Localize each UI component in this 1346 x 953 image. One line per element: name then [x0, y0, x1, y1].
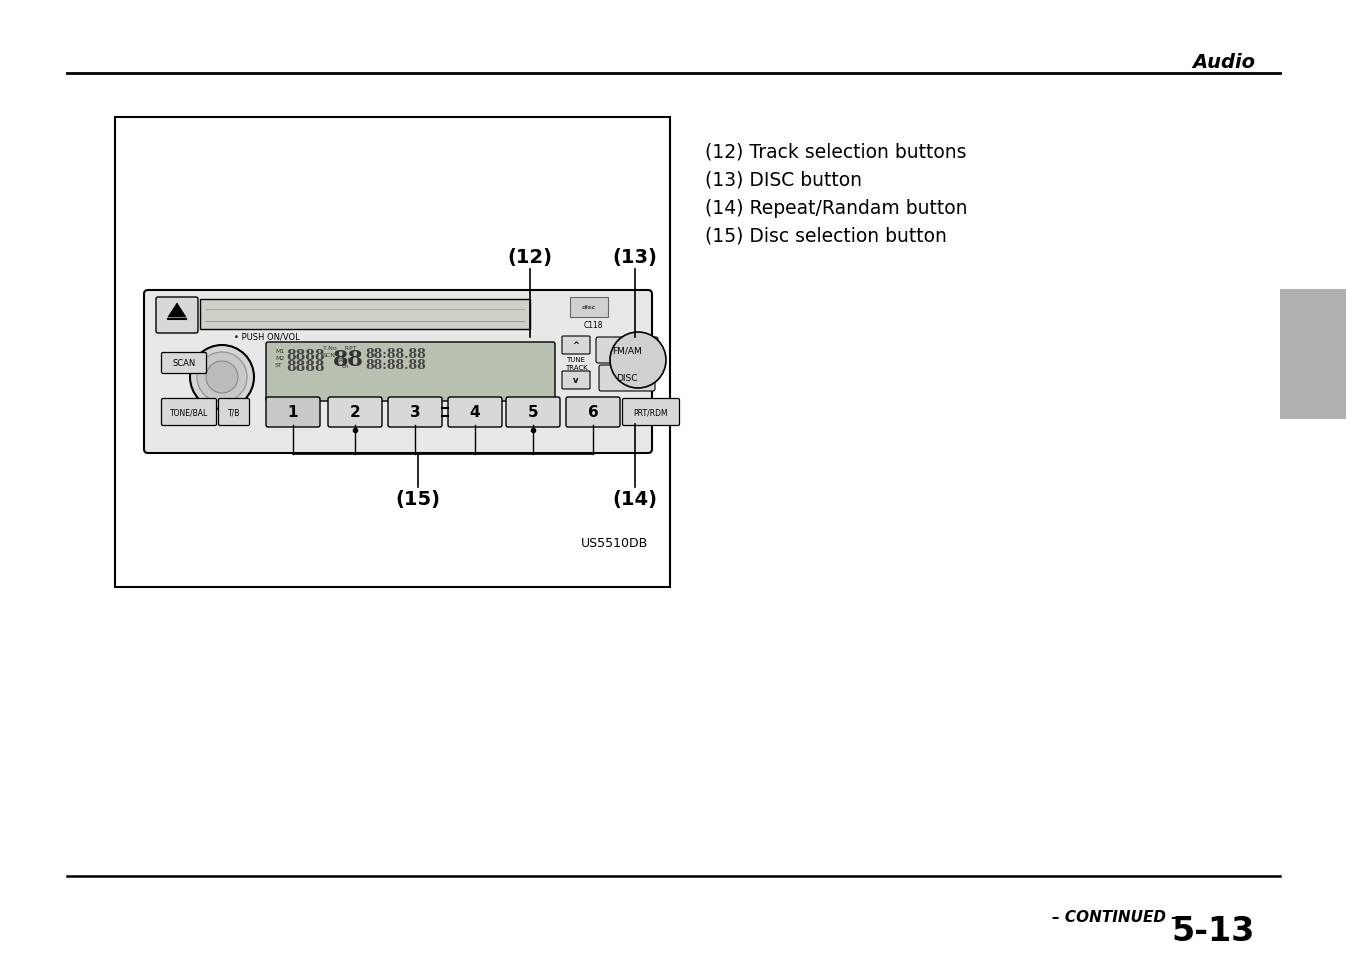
- Text: 2: 2: [350, 405, 361, 420]
- Polygon shape: [168, 304, 186, 317]
- FancyBboxPatch shape: [622, 399, 680, 426]
- FancyBboxPatch shape: [563, 372, 590, 390]
- Text: SCN: SCN: [323, 354, 336, 358]
- Circle shape: [190, 346, 254, 410]
- FancyBboxPatch shape: [596, 337, 658, 364]
- Text: ST: ST: [275, 363, 283, 368]
- FancyBboxPatch shape: [267, 397, 320, 428]
- Text: disc: disc: [581, 305, 596, 310]
- Bar: [1280, 290, 1346, 419]
- Text: SCAN: SCAN: [172, 359, 195, 368]
- Text: 88: 88: [332, 349, 363, 371]
- Text: 88:88.88: 88:88.88: [365, 348, 425, 361]
- Bar: [569, 297, 608, 317]
- Text: FM/AM: FM/AM: [612, 346, 642, 355]
- Text: 8888: 8888: [285, 349, 324, 363]
- Bar: [201, 299, 530, 330]
- FancyBboxPatch shape: [218, 399, 249, 426]
- Text: 4: 4: [470, 405, 481, 420]
- FancyBboxPatch shape: [599, 366, 656, 392]
- Text: 88:88.88: 88:88.88: [365, 359, 425, 372]
- Circle shape: [610, 333, 666, 389]
- Text: T/B: T/B: [227, 408, 240, 417]
- Text: (15): (15): [396, 490, 440, 509]
- Text: 5: 5: [528, 405, 538, 420]
- Text: M1: M1: [275, 349, 284, 355]
- Text: 3: 3: [409, 405, 420, 420]
- Circle shape: [206, 361, 238, 394]
- Text: (14): (14): [612, 490, 657, 509]
- Text: (13): (13): [612, 248, 657, 267]
- Text: – CONTINUED –: – CONTINUED –: [1051, 909, 1179, 924]
- Text: US5510DB: US5510DB: [580, 537, 647, 550]
- FancyBboxPatch shape: [388, 397, 441, 428]
- Text: 6: 6: [588, 405, 599, 420]
- Text: TRACK: TRACK: [565, 365, 587, 371]
- FancyBboxPatch shape: [144, 291, 651, 454]
- Text: PRT/RDM: PRT/RDM: [634, 408, 669, 417]
- FancyBboxPatch shape: [162, 399, 217, 426]
- Text: ROM: ROM: [338, 358, 353, 363]
- Text: 5-13: 5-13: [1171, 914, 1254, 947]
- FancyBboxPatch shape: [567, 397, 621, 428]
- FancyBboxPatch shape: [448, 397, 502, 428]
- FancyBboxPatch shape: [328, 397, 382, 428]
- Text: v: v: [573, 376, 579, 385]
- FancyBboxPatch shape: [563, 336, 590, 355]
- Text: ^: ^: [572, 341, 580, 350]
- Text: TUNE: TUNE: [567, 356, 586, 363]
- Text: Audio: Audio: [1193, 52, 1254, 71]
- Text: T.No    RPT: T.No RPT: [323, 346, 357, 351]
- Text: 8888: 8888: [285, 359, 324, 374]
- Circle shape: [197, 353, 248, 402]
- Text: M2: M2: [275, 356, 284, 361]
- Text: (12) Track selection buttons: (12) Track selection buttons: [705, 143, 966, 162]
- Text: C118: C118: [583, 321, 603, 330]
- FancyBboxPatch shape: [156, 297, 198, 334]
- Text: (13) DISC button: (13) DISC button: [705, 171, 861, 190]
- Bar: [114, 118, 670, 587]
- Text: DISC: DISC: [616, 375, 638, 383]
- Text: 1: 1: [288, 405, 299, 420]
- Text: (14) Repeat/Randam button: (14) Repeat/Randam button: [705, 199, 968, 218]
- Text: • PUSH ON/VOL: • PUSH ON/VOL: [234, 333, 300, 341]
- FancyBboxPatch shape: [267, 343, 555, 401]
- FancyBboxPatch shape: [162, 354, 206, 375]
- Text: (15) Disc selection button: (15) Disc selection button: [705, 227, 946, 246]
- Text: ch: ch: [342, 364, 350, 369]
- Text: (12): (12): [507, 248, 552, 267]
- FancyBboxPatch shape: [506, 397, 560, 428]
- Text: TONE/BAL: TONE/BAL: [170, 408, 209, 417]
